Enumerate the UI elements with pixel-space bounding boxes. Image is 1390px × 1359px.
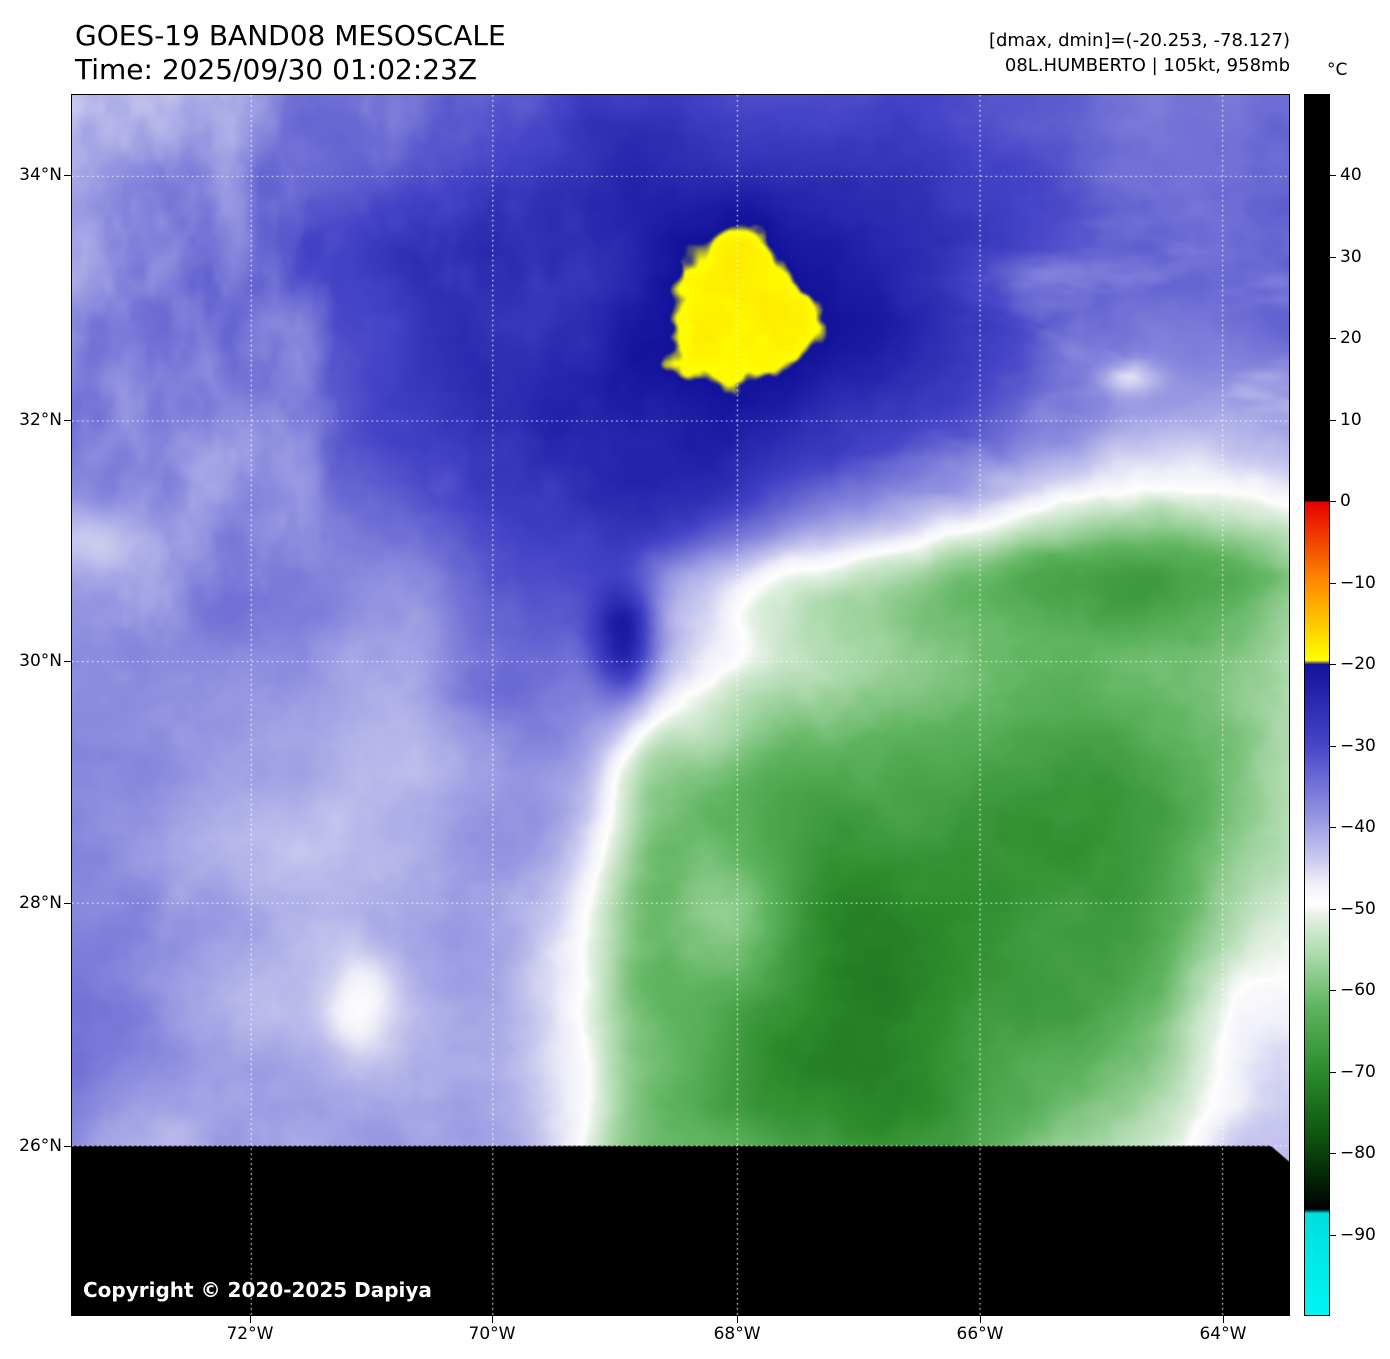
copyright-watermark: Copyright © 2020-2025 Dapiya (83, 1278, 432, 1302)
colorbar-tick (1330, 745, 1336, 747)
storm-intensity-readout: 08L.HUMBERTO | 105kt, 958mb (1004, 55, 1290, 76)
colorbar-tick (1330, 1071, 1336, 1073)
colorbar-tick (1330, 338, 1336, 340)
title-block: GOES-19 BAND08 MESOSCALE Time: 2025/09/3… (75, 19, 506, 87)
lat-axis-label: 34°N (19, 165, 62, 186)
colorbar-tick-label: −50 (1340, 898, 1376, 919)
lat-axis-tick (64, 661, 71, 662)
colorbar-tick-label: −90 (1340, 1224, 1376, 1245)
colorbar-tick (1330, 1153, 1336, 1155)
colorbar-tick (1330, 501, 1336, 503)
colorbar-tick-label: −80 (1340, 1143, 1376, 1164)
lat-axis-label: 26°N (19, 1136, 62, 1157)
colorbar-tick (1330, 827, 1336, 829)
header-annotations: [dmax, dmin]=(-20.253, -78.127) 08L.HUMB… (989, 28, 1290, 78)
lon-axis-label: 68°W (713, 1324, 761, 1344)
colorbar-tick (1330, 419, 1336, 421)
lon-axis-label: 66°W (956, 1324, 1004, 1344)
colorbar-tick-label: −70 (1340, 1061, 1376, 1082)
colorbar-tick (1330, 175, 1336, 177)
colorbar-tick-label: 30 (1340, 246, 1362, 267)
dmax-dmin-readout: [dmax, dmin]=(-20.253, -78.127) (988, 30, 1290, 51)
colorbar-tick-label: 40 (1340, 165, 1362, 186)
lon-axis-label: 64°W (1199, 1324, 1247, 1344)
colorbar-tick-label: −60 (1340, 980, 1376, 1001)
lon-axis-tick (249, 1316, 251, 1323)
lon-axis-label: 70°W (468, 1324, 516, 1344)
figure-timestamp: Time: 2025/09/30 01:02:23Z (75, 53, 478, 86)
colorbar-tick-label: −10 (1340, 572, 1376, 593)
lat-axis-label: 32°N (19, 409, 62, 430)
lon-axis-label: 72°W (226, 1324, 274, 1344)
colorbar-tick (1330, 1234, 1336, 1236)
colorbar-tick (1330, 256, 1336, 258)
colorbar-tick (1330, 908, 1336, 910)
lat-axis-tick (64, 1146, 71, 1148)
colorbar-tick (1330, 664, 1336, 666)
lon-axis-tick (980, 1316, 981, 1323)
lat-axis-label: 28°N (19, 892, 62, 913)
colorbar-unit-label: °C (1327, 60, 1348, 80)
lat-axis-tick (64, 419, 71, 421)
colorbar-tick-label: 10 (1340, 409, 1362, 430)
colorbar-tick-label: −40 (1340, 817, 1376, 838)
colorbar-tick-label: −20 (1340, 654, 1376, 675)
colorbar-tick (1330, 990, 1336, 992)
colorbar-tick (1330, 582, 1336, 584)
lon-axis-tick (737, 1316, 739, 1323)
satellite-map: Copyright © 2020-2025 Dapiya (71, 94, 1290, 1316)
colorbar-tick-label: −30 (1340, 735, 1376, 756)
colorbar-tick-label: 20 (1340, 328, 1362, 349)
lat-axis-tick (64, 175, 71, 177)
lat-axis-label: 30°N (19, 651, 62, 671)
colorbar (1304, 94, 1330, 1316)
figure-title: GOES-19 BAND08 MESOSCALE (75, 19, 506, 52)
satellite-image-canvas (72, 95, 1289, 1315)
lon-axis-tick (1222, 1316, 1224, 1323)
colorbar-tick-label: 0 (1340, 491, 1351, 512)
lon-axis-tick (492, 1316, 494, 1323)
lat-axis-tick (64, 902, 71, 904)
